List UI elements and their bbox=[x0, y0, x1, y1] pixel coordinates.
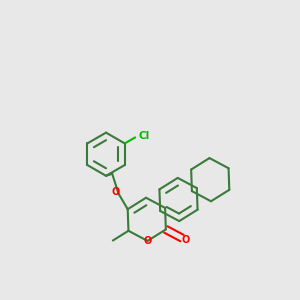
Text: O: O bbox=[143, 236, 152, 246]
Text: O: O bbox=[112, 187, 120, 197]
Text: Cl: Cl bbox=[139, 131, 150, 141]
Text: O: O bbox=[182, 235, 190, 245]
